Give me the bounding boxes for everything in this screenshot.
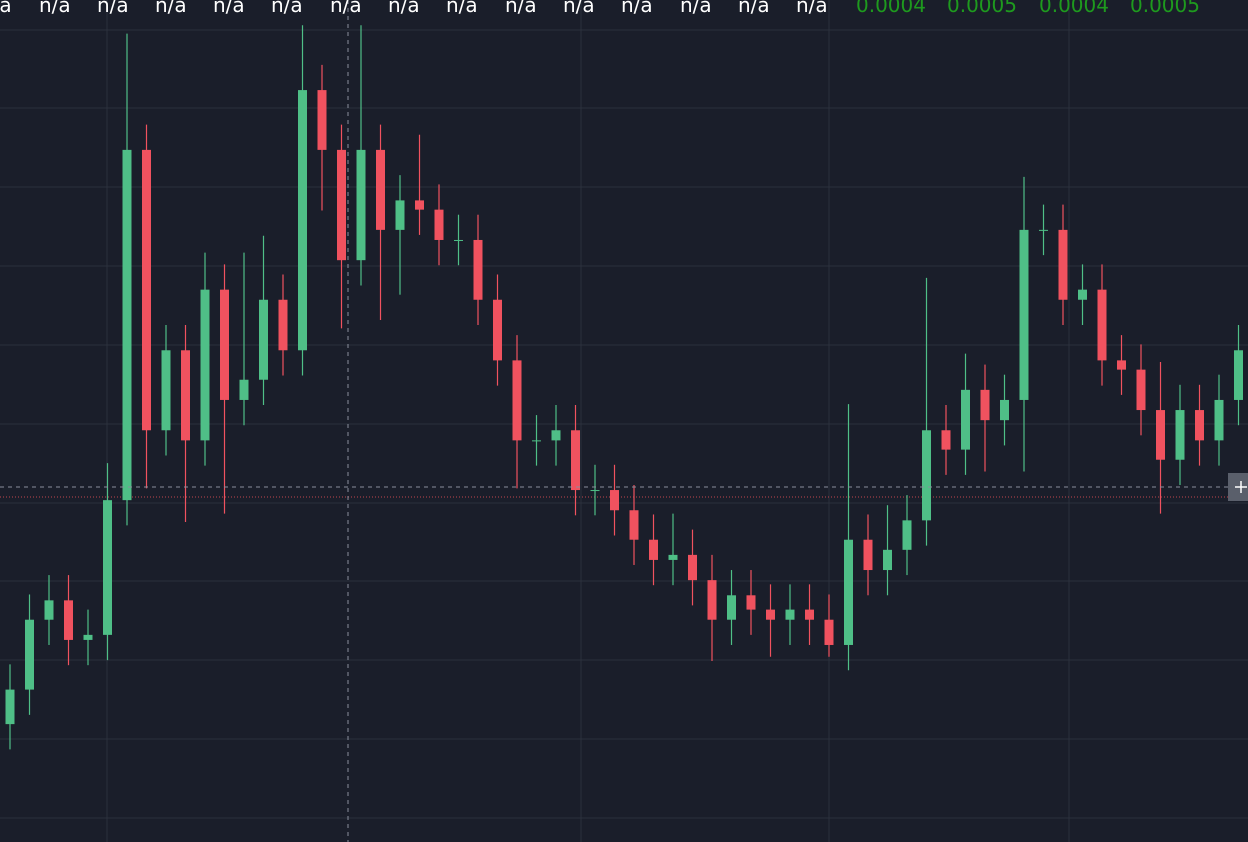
candle-body (688, 554, 697, 581)
candle-body (844, 539, 853, 645)
crosshair-plus[interactable] (1228, 473, 1248, 501)
candle-body (434, 209, 444, 240)
top-labels: n/a n/a n/a n/a n/a n/a n/a n/a n/a n/a n/a n/a n/a n… (0, 0, 1200, 17)
candle-body (727, 595, 736, 620)
value-label: n/a (738, 0, 770, 17)
candle-body (922, 430, 931, 521)
value-label: 0.0004 (1039, 0, 1109, 17)
candle-body (298, 90, 307, 351)
value-label: n/a (388, 0, 420, 17)
candle-body (590, 490, 600, 492)
candle-body (1234, 350, 1243, 400)
candle-body (1000, 399, 1009, 421)
value-label: n/a (505, 0, 537, 17)
candle-body (1058, 229, 1068, 300)
candle-body (239, 379, 249, 400)
candle-body (824, 619, 834, 645)
candle-body (356, 149, 366, 261)
candle-body (1175, 410, 1185, 460)
candle-body (1156, 410, 1165, 460)
candle-body (1019, 229, 1029, 400)
candle-body (376, 149, 385, 230)
candle-body (44, 600, 54, 620)
candle-body (25, 619, 34, 690)
candle-body (220, 289, 229, 400)
candle-body (1214, 399, 1224, 441)
candle-body (395, 200, 405, 230)
candle-body (1097, 289, 1107, 361)
candle-body (122, 149, 132, 501)
candle-body (961, 389, 970, 450)
candle-body (1117, 360, 1126, 370)
candle-body (181, 350, 190, 441)
candle-body (64, 600, 73, 640)
candle-body (551, 430, 561, 441)
candle-body (278, 299, 288, 351)
candle-body (473, 239, 483, 300)
candle-body (142, 149, 151, 431)
value-label: n/a (0, 0, 12, 17)
value-label: n/a (330, 0, 362, 17)
value-label: n/a (97, 0, 129, 17)
candle-body (766, 609, 775, 620)
candle-body (493, 299, 502, 361)
candle-body (941, 430, 951, 450)
candle-body (317, 90, 327, 150)
candle-body (532, 440, 541, 442)
candle-body (103, 500, 112, 635)
candle-body (902, 520, 912, 550)
value-label: 0.0004 (856, 0, 926, 17)
candle-body (668, 554, 678, 560)
candle-body (1078, 289, 1087, 300)
candle-body (200, 289, 210, 441)
candle-body (980, 389, 990, 421)
candle-body (83, 634, 93, 640)
candle-body (629, 510, 639, 540)
candle-body (454, 239, 463, 241)
value-label: n/a (680, 0, 712, 17)
value-label: n/a (271, 0, 303, 17)
value-label: n/a (213, 0, 245, 17)
candle-body (512, 360, 522, 441)
candle-body (337, 149, 346, 261)
candle-body (610, 490, 619, 511)
candle-body (863, 539, 873, 571)
candle-body (5, 689, 15, 725)
candle-body (805, 609, 814, 620)
candle-body (785, 609, 795, 620)
value-label: n/a (446, 0, 478, 17)
candle-body (883, 549, 892, 571)
value-label: 0.0005 (947, 0, 1017, 17)
value-label: n/a (39, 0, 71, 17)
candle-body (1136, 369, 1146, 411)
candle-body (1039, 229, 1048, 231)
candle-body (571, 430, 580, 491)
candle-body (161, 350, 171, 431)
value-label: n/a (563, 0, 595, 17)
value-label: 0.0005 (1130, 0, 1200, 17)
candle-body (415, 200, 424, 210)
value-label: n/a (155, 0, 187, 17)
value-label: n/a (621, 0, 653, 17)
candle-body (1195, 410, 1204, 441)
plus-icon (1235, 481, 1247, 493)
candles (5, 25, 1243, 750)
candle-body (746, 595, 756, 610)
candle-body (259, 299, 268, 380)
candle-body (707, 580, 717, 620)
value-label: n/a (796, 0, 828, 17)
candle-body (649, 539, 658, 560)
